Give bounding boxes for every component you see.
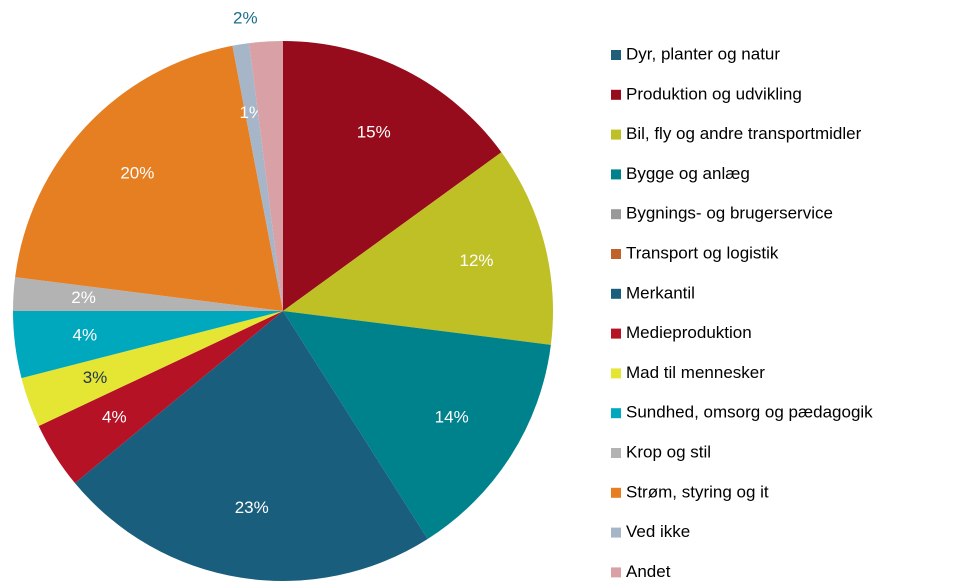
pie-slice — [283, 152, 553, 345]
pie-slice — [13, 277, 283, 311]
pie-slice — [74, 311, 428, 581]
pie-slice — [232, 43, 283, 312]
legend-swatch — [611, 249, 621, 259]
pie-slice — [13, 311, 283, 379]
data-label: 23% — [235, 498, 269, 517]
legend-swatch — [611, 50, 621, 60]
pie-slice — [38, 311, 283, 484]
data-label: 4% — [102, 408, 127, 427]
legend-label: Strøm, styring og it — [626, 482, 769, 501]
legend-label: Andet — [626, 562, 671, 581]
legend-label: Medieproduktion — [626, 323, 752, 342]
legend-swatch — [611, 448, 621, 458]
legend-label: Ved ikke — [626, 522, 690, 541]
data-label: 3% — [83, 368, 108, 387]
data-label: 14% — [435, 408, 469, 427]
pie-slice — [15, 45, 284, 312]
legend-swatch — [611, 129, 621, 140]
legend-swatch — [611, 408, 621, 419]
legend-swatch — [611, 567, 621, 578]
legend-label: Bygge og anlæg — [626, 164, 750, 183]
legend-label: Sundhed, omsorg og pædagogik — [626, 403, 873, 422]
pie-slice — [283, 41, 502, 311]
data-label: 2% — [71, 288, 96, 307]
legend-label: Krop og stil — [626, 442, 711, 461]
data-label: 2% — [233, 8, 258, 27]
data-label: 12% — [460, 251, 494, 270]
legend-label: Bil, fly og andre transportmidler — [626, 124, 862, 143]
legend-swatch — [611, 368, 621, 379]
legend-swatch — [611, 169, 621, 180]
legend-label: Merkantil — [626, 283, 695, 302]
pie-slice — [21, 311, 284, 426]
legend-label: Mad til mennesker — [626, 363, 765, 382]
legend-swatch — [611, 288, 621, 299]
data-label: 4% — [72, 326, 97, 345]
data-label: 20% — [120, 164, 154, 183]
legend-swatch — [611, 487, 621, 498]
legend-label: Bygnings- og brugerservice — [626, 204, 833, 223]
pie-slice — [283, 311, 551, 539]
pie-slice — [249, 41, 283, 311]
legend-swatch — [611, 527, 621, 538]
legend-swatch — [611, 328, 621, 339]
legend-swatch — [611, 89, 621, 100]
legend-label: Produktion og udvikling — [626, 84, 802, 103]
legend-label: Transport og logistik — [626, 243, 779, 262]
data-label: 15% — [357, 122, 391, 141]
legend-label: Dyr, planter og natur — [626, 44, 780, 63]
legend-swatch — [611, 209, 621, 220]
